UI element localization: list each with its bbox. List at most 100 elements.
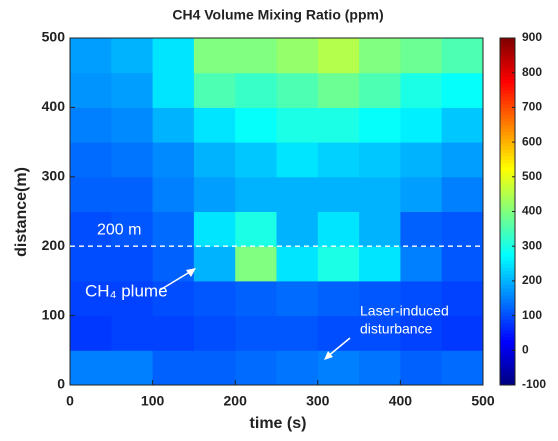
colorbar-swatch [500, 280, 515, 285]
colorbar-swatch [500, 273, 515, 278]
heat-cell [152, 107, 195, 143]
colorbar-swatch [500, 152, 515, 157]
heat-cell [152, 176, 195, 212]
colorbar-swatch [500, 48, 515, 53]
y-tick-label: 200 [42, 237, 66, 253]
heat-cell [400, 107, 443, 143]
heat-cell [276, 280, 319, 317]
heat-cell [235, 280, 277, 317]
heat-cell [359, 315, 401, 351]
heat-cell [276, 72, 319, 108]
colorbar-swatch [500, 208, 515, 212]
heat-cell [193, 246, 236, 282]
colorbar-swatch [500, 194, 515, 199]
heat-cell [152, 246, 195, 282]
colorbar-swatch [500, 107, 515, 112]
heat-cell [70, 280, 112, 317]
heat-cell [317, 280, 360, 317]
colorbar-swatch [500, 90, 515, 95]
colorbar-swatch [500, 218, 515, 223]
colorbar-swatch [500, 159, 515, 164]
colorbar-swatch [500, 329, 515, 334]
heat-cell [193, 72, 236, 108]
colorbar-swatch [500, 214, 515, 219]
heat-cell [193, 280, 236, 317]
heat-cell [317, 246, 360, 282]
colorbar-swatch [500, 315, 515, 320]
colorbar-swatch [500, 149, 515, 154]
colorbar-swatch [500, 128, 515, 133]
colorbar-swatch [500, 86, 515, 91]
colorbar-tick-label: 100 [522, 308, 542, 322]
colorbar-swatch [500, 162, 515, 167]
colorbar-swatch [500, 180, 515, 185]
heat-cell [276, 176, 319, 212]
heat-cell [111, 107, 154, 143]
heat-cell [193, 107, 236, 143]
colorbar-swatch [500, 197, 515, 202]
heat-cell [400, 176, 443, 212]
colorbar-swatch [500, 308, 515, 313]
colorbar-swatch [500, 145, 515, 150]
y-tick-label: 300 [42, 168, 66, 184]
heat-cell [400, 211, 443, 247]
heat-cell [400, 246, 443, 282]
heat-cell [235, 142, 277, 178]
colorbar-swatch [500, 253, 515, 258]
colorbar-swatch [500, 51, 515, 56]
heat-cell [70, 142, 112, 178]
colorbar-swatch [500, 284, 515, 289]
colorbar-swatch [500, 62, 515, 67]
colorbar-swatch [500, 201, 515, 206]
heat-cell [152, 350, 195, 386]
colorbar-swatch [500, 277, 515, 282]
colorbar-swatch [500, 235, 515, 240]
colorbar-swatch [500, 76, 515, 81]
x-tick-label: 100 [141, 393, 165, 409]
colorbar-tick-label: 600 [522, 134, 542, 148]
colorbar-swatch [500, 173, 515, 178]
colorbar-swatch [500, 228, 515, 233]
colorbar-tick-label: 300 [522, 238, 542, 252]
colorbar-swatch [500, 83, 515, 88]
heat-cell [441, 211, 484, 247]
heat-cell [235, 350, 277, 386]
colorbar-swatch [500, 183, 515, 188]
colorbar-swatch [500, 93, 515, 98]
heat-cell [400, 38, 443, 74]
heat-cell [111, 280, 154, 317]
x-tick-label: 200 [224, 393, 248, 409]
heat-cell [70, 176, 112, 212]
colorbar-swatch [500, 357, 515, 362]
colorbar-tick-label: 0 [522, 342, 529, 356]
heat-cell [70, 315, 112, 351]
heat-cell [70, 38, 112, 74]
colorbar-swatch [500, 121, 515, 126]
colorbar-swatch [500, 246, 515, 251]
heat-cell [317, 315, 360, 351]
colorbar-swatch [500, 367, 515, 372]
colorbar-swatch [500, 346, 515, 351]
heat-cell [193, 176, 236, 212]
heat-cell [111, 176, 154, 212]
colorbar-swatch [500, 38, 515, 42]
heat-cell [111, 315, 154, 351]
heat-cell [359, 72, 401, 108]
heat-cell [359, 107, 401, 143]
colorbar-swatch [500, 336, 515, 341]
heat-cell [111, 211, 154, 247]
colorbar-swatch [500, 322, 515, 327]
heat-cell [317, 38, 360, 74]
colorbar-swatch [500, 65, 515, 70]
heat-cell [193, 315, 236, 351]
heat-cell [317, 176, 360, 212]
colorbar-tick-label: 200 [522, 273, 542, 287]
colorbar-swatch [500, 305, 515, 310]
colorbar-swatch [500, 190, 515, 195]
colorbar-swatch [500, 138, 515, 143]
heat-cell [70, 211, 112, 247]
colorbar-swatch [500, 169, 515, 174]
colorbar-swatch [500, 124, 515, 129]
heat-cell [70, 350, 112, 386]
colorbar-swatch [500, 135, 515, 140]
